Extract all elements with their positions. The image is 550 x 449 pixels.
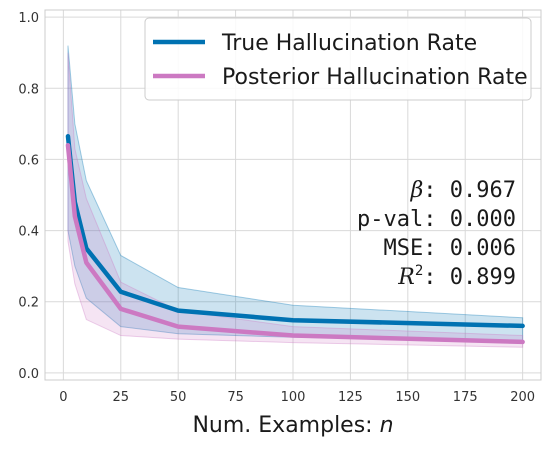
x-tick-labels: 0 25 50 75 100 125 150 175 200 xyxy=(59,390,535,405)
stats-annotation: β: 0.967 p-val: 0.000 MSE: 0.006 R2: 0.8… xyxy=(357,178,516,290)
stats-r2-value: : 0.899 xyxy=(423,265,516,290)
y-tick-label: 0.2 xyxy=(18,296,39,311)
x-axis-label-var: n xyxy=(380,413,394,438)
y-tick-label: 0.6 xyxy=(18,153,39,168)
legend-box xyxy=(144,17,532,101)
stats-mse: MSE: 0.006 xyxy=(384,236,516,261)
x-tick-label: 50 xyxy=(170,390,187,405)
x-tick-label: 25 xyxy=(113,390,130,405)
y-tick-label: 0.0 xyxy=(18,367,39,382)
stats-beta-symbol: β xyxy=(410,178,424,203)
series-lines xyxy=(65,134,525,345)
stats-r2: R2: 0.899 xyxy=(397,263,516,290)
y-tick-label: 1.0 xyxy=(18,11,39,26)
x-tick-label: 125 xyxy=(338,390,363,405)
stats-r2-sup: 2 xyxy=(415,263,423,279)
stats-beta-value: : 0.967 xyxy=(423,178,516,203)
y-tick-label: 0.4 xyxy=(18,225,39,240)
x-axis-label: Num. Examples: n xyxy=(192,413,393,438)
x-tick-label: 0 xyxy=(59,390,67,405)
stats-r2-symbol: R xyxy=(397,265,415,290)
stats-pval: p-val: 0.000 xyxy=(357,207,516,232)
x-tick-label: 200 xyxy=(510,390,535,405)
plot-frame xyxy=(44,9,542,381)
x-tick-label: 150 xyxy=(395,390,420,405)
x-tick-label: 100 xyxy=(281,390,306,405)
series-line-posterior xyxy=(65,142,525,345)
stats-beta: β: 0.967 xyxy=(410,178,516,203)
y-tick-label: 0.8 xyxy=(18,82,39,97)
confidence-band-posterior xyxy=(67,52,524,348)
x-axis-label-text: Num. Examples: xyxy=(192,413,379,438)
legend-label-true: True Hallucination Rate xyxy=(221,31,477,56)
legend: True Hallucination Rate Posterior Halluc… xyxy=(144,17,532,101)
x-tick-label: 75 xyxy=(227,390,244,405)
x-tick-label: 175 xyxy=(453,390,478,405)
legend-label-posterior: Posterior Hallucination Rate xyxy=(222,65,528,90)
y-tick-labels: 0.0 0.2 0.4 0.6 0.8 1.0 xyxy=(18,11,39,382)
